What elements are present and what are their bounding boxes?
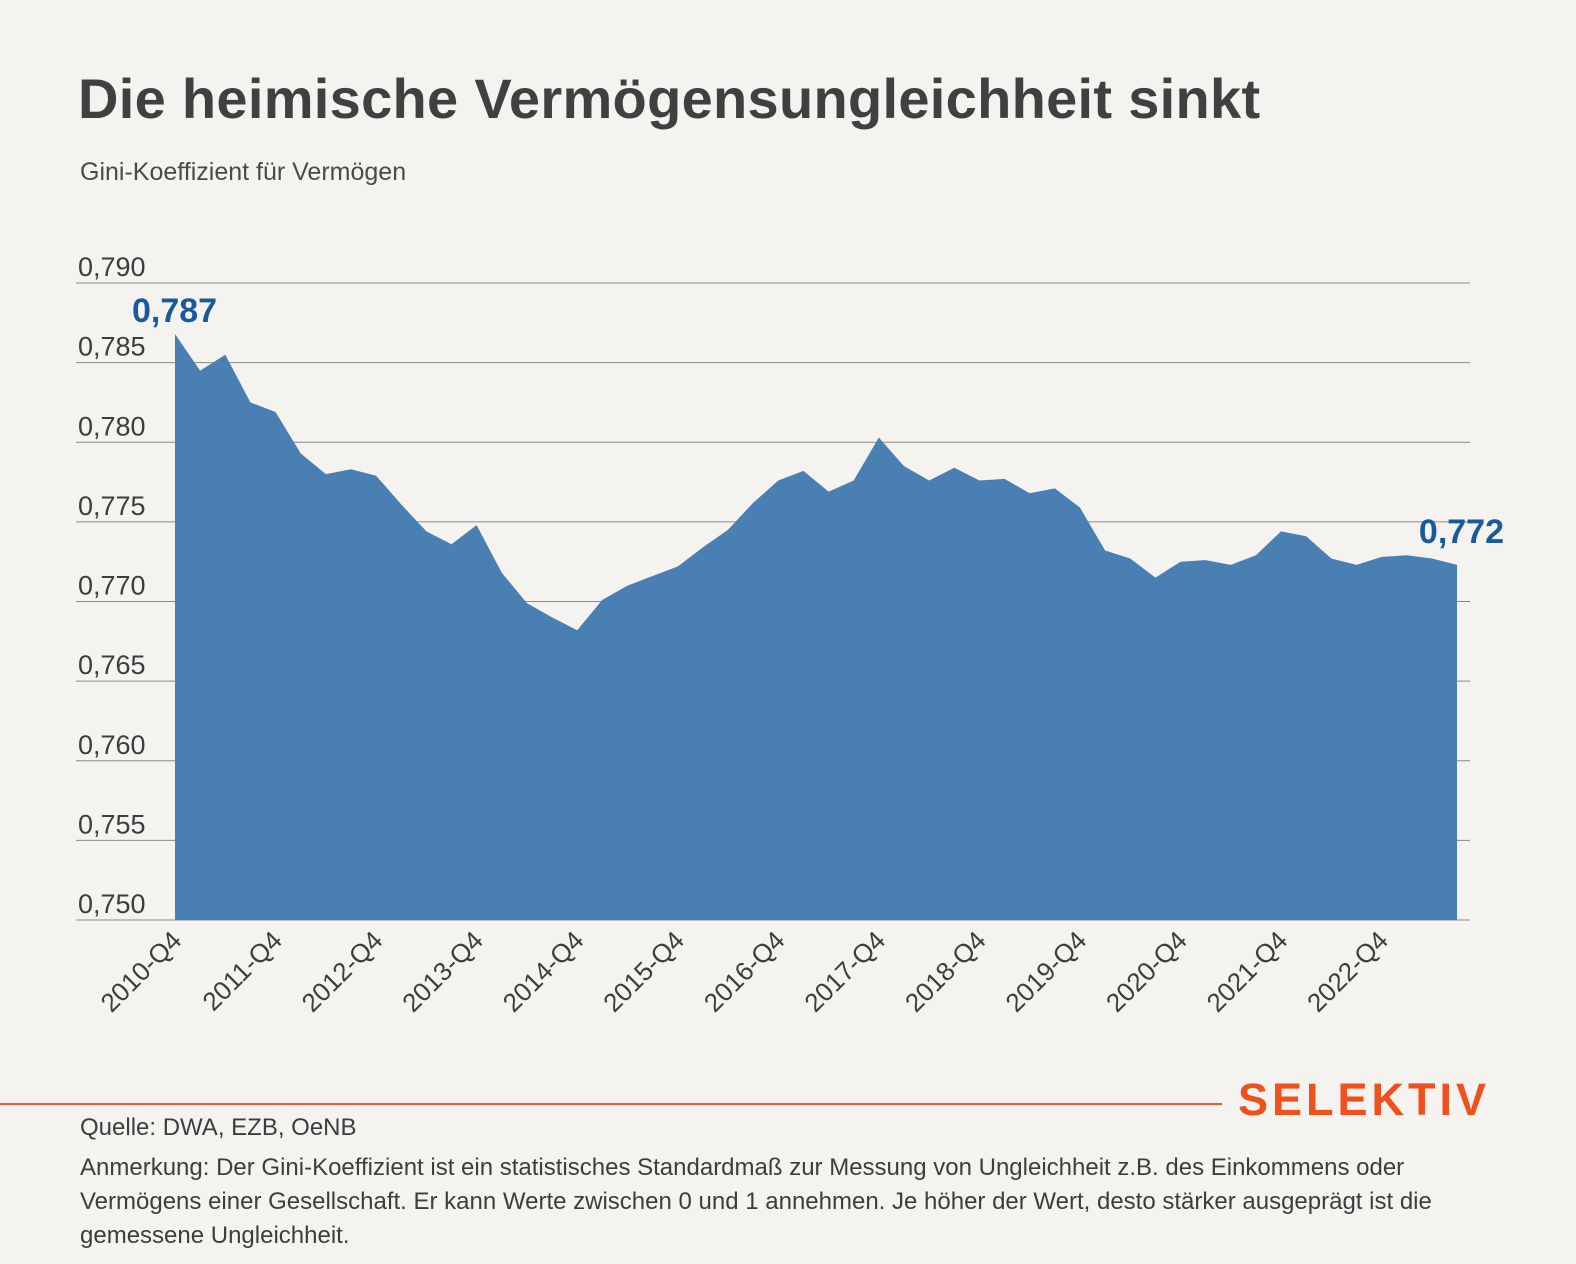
- x-tick-label: 2017-Q4: [798, 925, 891, 1018]
- x-tick-label: 2015-Q4: [597, 925, 690, 1018]
- note-text: Anmerkung: Der Gini-Koeffizient ist ein …: [80, 1154, 1432, 1249]
- footer-divider: [0, 1103, 1222, 1105]
- area-series: [174, 333, 1458, 920]
- chart-subtitle: Gini-Koeffizient für Vermögen: [80, 158, 407, 186]
- y-tick-label: 0,775: [78, 491, 146, 521]
- chart-title: Die heimische Vermögensungleichheit sink…: [78, 67, 1261, 130]
- y-tick-label: 0,755: [78, 809, 146, 839]
- x-tick-label: 2011-Q4: [196, 925, 287, 1016]
- y-tick-label: 0,760: [78, 730, 146, 760]
- y-tick-label: 0,780: [78, 411, 146, 441]
- brand-logo: SELEKTIV: [1238, 1074, 1491, 1125]
- area-fill: [175, 334, 1457, 920]
- y-axis: 0,790 0,785 0,780 0,775 0,770 0,765 0,760 0,755…: [78, 252, 146, 919]
- x-tick-label: 2019-Q4: [999, 925, 1092, 1018]
- x-tick-label: 2016-Q4: [698, 925, 791, 1018]
- x-tick-label: 2021-Q4: [1201, 925, 1294, 1018]
- y-tick-label: 0,765: [78, 650, 146, 680]
- x-tick-label: 2013-Q4: [396, 925, 489, 1018]
- x-tick-label: 2022-Q4: [1301, 925, 1394, 1018]
- source-text: Quelle: DWA, EZB, OeNB: [80, 1114, 357, 1141]
- x-tick-label: 2014-Q4: [497, 925, 590, 1018]
- y-tick-label: 0,785: [78, 332, 146, 362]
- area-chart: 0,790 0,785 0,780 0,775 0,770 0,765 0,760 0,755…: [76, 252, 1504, 1018]
- y-tick-label: 0,750: [78, 889, 146, 919]
- value-annotation: 0,787: [132, 292, 217, 330]
- y-tick-label: 0,770: [78, 571, 146, 601]
- x-axis: 2010-Q4 2011-Q4 2012-Q4 2013-Q4 2014-Q4 2015-…: [94, 925, 1393, 1018]
- annotations: 0,787 0,772: [132, 292, 1504, 551]
- x-tick-label: 2018-Q4: [899, 925, 992, 1018]
- x-tick-label: 2012-Q4: [296, 925, 389, 1018]
- value-annotation: 0,772: [1419, 513, 1504, 551]
- x-tick-label: 2010-Q4: [94, 925, 187, 1018]
- x-tick-label: 2020-Q4: [1100, 925, 1193, 1018]
- y-tick-label: 0,790: [78, 252, 146, 282]
